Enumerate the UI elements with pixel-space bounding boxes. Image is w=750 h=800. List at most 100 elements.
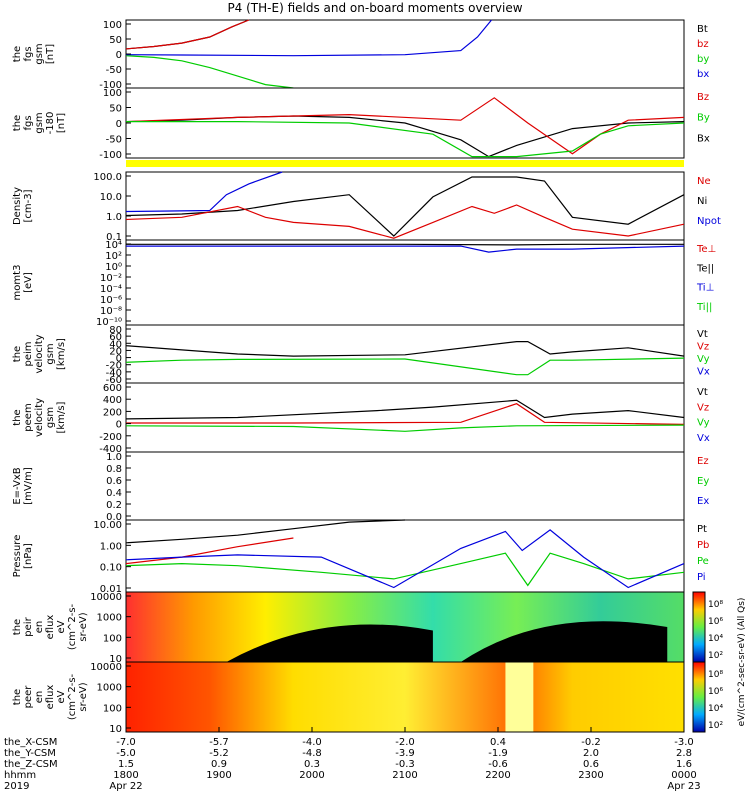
series-line-bz bbox=[125, 19, 250, 50]
legend-entry: Vx bbox=[697, 433, 710, 444]
panel-peem_velocity bbox=[125, 382, 685, 453]
y-tick-label: 200 bbox=[103, 407, 122, 418]
y-tick-label: 50 bbox=[109, 104, 122, 115]
colorbar-tick: 10⁶ bbox=[708, 687, 723, 697]
y-tick-label: -100 bbox=[99, 150, 122, 161]
panel-peir_eflux bbox=[125, 591, 685, 663]
y-axis-label: E=-VxB bbox=[12, 467, 23, 504]
legend-entry: Bz bbox=[697, 92, 709, 103]
legend-entry: bx bbox=[697, 69, 709, 80]
y-tick-label: 0.2 bbox=[106, 500, 122, 511]
x-tick-label: Apr 23 bbox=[667, 781, 700, 792]
y-tick-label: 10⁰ bbox=[105, 262, 122, 273]
y-axis-label: (cm^2-s- bbox=[67, 673, 78, 720]
y-tick-label: 10.0 bbox=[100, 192, 122, 203]
y-axis-label: eV bbox=[56, 690, 67, 703]
series-line-ti bbox=[126, 245, 685, 253]
y-axis-label: the bbox=[12, 115, 23, 131]
colorbar-tick: 10⁶ bbox=[708, 617, 723, 627]
y-axis-label: (cm^2-s- bbox=[67, 603, 78, 650]
series-line-pb bbox=[125, 537, 294, 565]
colorbar-tick: 10² bbox=[708, 721, 723, 731]
colorbar-tick: 10⁴ bbox=[708, 704, 723, 714]
x-tick-label: 0.9 bbox=[211, 759, 227, 770]
y-tick-label: 0.1 bbox=[106, 232, 122, 243]
y-tick-label: 10⁻² bbox=[100, 273, 122, 284]
x-tick-label: -4.8 bbox=[302, 748, 322, 759]
y-tick-label: 10² bbox=[105, 251, 122, 262]
legend-entry: Bt bbox=[697, 24, 708, 35]
y-tick-label: -400 bbox=[99, 444, 122, 455]
series-line-vt bbox=[125, 341, 685, 357]
y-tick-label: 10⁻⁴ bbox=[100, 284, 122, 295]
y-axis-label: eV bbox=[56, 620, 67, 633]
colorbar-tick: 10⁸ bbox=[708, 600, 723, 610]
legend-entry: Ez bbox=[697, 456, 709, 467]
series-line-npot bbox=[125, 171, 283, 213]
y-tick-label: -40 bbox=[106, 368, 122, 379]
series-line-bx bbox=[125, 19, 492, 57]
y-axis-label: peir bbox=[23, 616, 34, 636]
x-tick-label: 0.6 bbox=[583, 759, 599, 770]
x-tick-label: -4.0 bbox=[302, 737, 322, 748]
y-tick-label: 0.6 bbox=[106, 476, 122, 487]
legend-entry: Npot bbox=[697, 216, 721, 227]
x-axis-row-label: the_Z-CSM bbox=[4, 759, 58, 770]
legend-entry: Vy bbox=[697, 354, 710, 365]
x-tick-label: 1800 bbox=[113, 770, 138, 781]
y-axis-label: peim bbox=[23, 341, 34, 366]
x-tick-label: 2200 bbox=[485, 770, 510, 781]
legend-entry: Te⊥ bbox=[696, 244, 716, 255]
series-line-te bbox=[126, 243, 684, 246]
y-axis-label: fgs bbox=[23, 115, 34, 130]
x-tick-label: 1.6 bbox=[676, 759, 692, 770]
y-axis-label: [nT] bbox=[56, 113, 67, 133]
legend-entry: Ey bbox=[697, 476, 709, 487]
panel-frame bbox=[125, 451, 685, 521]
x-tick-label: 0.3 bbox=[304, 759, 320, 770]
y-axis-label: the bbox=[12, 409, 23, 425]
y-axis-label: en bbox=[34, 621, 45, 634]
x-tick-label: 1.5 bbox=[118, 759, 134, 770]
y-tick-label: 40 bbox=[109, 339, 122, 350]
series-line-bz bbox=[125, 97, 685, 155]
colorbar-tick: 10⁴ bbox=[708, 634, 723, 644]
panel-momt3 bbox=[125, 239, 685, 326]
colorbar-tick: 10⁸ bbox=[708, 670, 723, 680]
y-tick-label: 100 bbox=[103, 20, 122, 31]
y-axis-label: en bbox=[34, 691, 45, 704]
y-tick-label: -50 bbox=[106, 135, 122, 146]
y-axis-label: [nT] bbox=[45, 44, 56, 64]
y-axis-label: sr-eV) bbox=[78, 612, 89, 641]
panel-peer_eflux bbox=[125, 661, 685, 733]
x-tick-label: 0.4 bbox=[490, 737, 506, 748]
legend-entry: Vx bbox=[697, 367, 710, 378]
x-tick-label: -0.3 bbox=[395, 759, 415, 770]
y-tick-label: 0 bbox=[116, 420, 122, 431]
series-line-pi bbox=[125, 529, 685, 589]
y-axis-label: [cm-3] bbox=[23, 189, 34, 222]
y-tick-label: 1000 bbox=[97, 683, 122, 694]
panel-frame bbox=[125, 19, 685, 89]
y-tick-label: 80 bbox=[109, 325, 122, 336]
y-tick-label: 100 bbox=[103, 88, 122, 99]
legend-entry: Vz bbox=[697, 402, 709, 413]
y-tick-label: 60 bbox=[109, 332, 122, 343]
heatmap-dark-region bbox=[460, 621, 668, 662]
x-tick-label: -7.0 bbox=[116, 737, 136, 748]
series-line-vy bbox=[125, 357, 685, 376]
mode-bar bbox=[126, 160, 684, 167]
y-tick-label: 100.0 bbox=[93, 172, 122, 183]
x-tick-label: 2.8 bbox=[676, 748, 692, 759]
y-tick-label: 0 bbox=[116, 119, 122, 130]
y-axis-label: velocity bbox=[34, 334, 45, 373]
x-tick-label: -3.9 bbox=[395, 748, 415, 759]
y-axis-label: gsm bbox=[45, 343, 56, 364]
y-tick-label: 1.00 bbox=[100, 541, 122, 552]
y-axis-label: Density bbox=[12, 187, 23, 225]
y-axis-label: velocity bbox=[34, 398, 45, 437]
y-axis-label: -180 bbox=[45, 112, 56, 135]
x-tick-label: -0.6 bbox=[488, 759, 508, 770]
x-tick-label: -2.0 bbox=[395, 737, 415, 748]
y-axis-label: gsm bbox=[34, 112, 45, 133]
